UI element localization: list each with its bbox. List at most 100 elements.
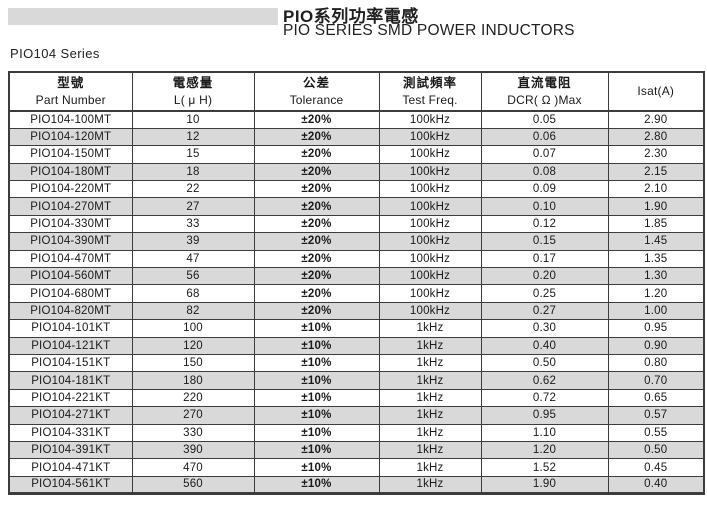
cell-dcr: 0.27 (480, 301, 609, 321)
cell-test-freq: 100kHz (378, 110, 482, 129)
cell-test-freq: 1kHz (378, 319, 482, 338)
table-row: PIO104-271KT 270 ±10% 1kHz 0.95 0.57 (8, 406, 705, 425)
cell-inductance: 100 (131, 319, 255, 338)
table-row: PIO104-220MT 22 ±20% 100kHz 0.09 2.10 (8, 180, 705, 199)
cell-tolerance: ±20% (253, 162, 380, 182)
cell-inductance: 56 (131, 267, 255, 286)
table-row: PIO104-270MT 27 ±20% 100kHz 0.10 1.90 (8, 197, 705, 216)
column-header-tolerance: 公差 Tolerance (253, 71, 380, 112)
cell-inductance: 470 (131, 458, 255, 477)
column-header-cn: 型號 (57, 75, 85, 90)
table-row: PIO104-121KT 120 ±10% 1kHz 0.40 0.90 (8, 336, 705, 355)
cell-tolerance: ±10% (253, 440, 380, 460)
table-row: PIO104-151KT 150 ±10% 1kHz 0.50 0.80 (8, 353, 705, 373)
table-row: PIO104-471KT 470 ±10% 1kHz 1.52 0.45 (8, 458, 705, 477)
cell-dcr: 1.90 (480, 475, 609, 495)
cell-isat: 1.00 (607, 301, 705, 321)
cell-test-freq: 100kHz (378, 197, 482, 216)
inductor-spec-table: 型號 Part Number 電感量 L( μ H) 公差 Tolerance … (8, 71, 705, 496)
cell-test-freq: 100kHz (378, 127, 482, 147)
table-row: PIO104-331KT 330 ±10% 1kHz 1.10 0.55 (8, 423, 705, 442)
cell-test-freq: 100kHz (378, 145, 482, 164)
cell-dcr: 0.15 (480, 232, 609, 251)
cell-inductance: 27 (131, 197, 255, 216)
column-header-en: Tolerance (289, 92, 344, 107)
cell-dcr: 0.09 (480, 180, 609, 199)
table-row: PIO104-180MT 18 ±20% 100kHz 0.08 2.15 (8, 162, 705, 182)
cell-tolerance: ±10% (253, 353, 380, 373)
cell-tolerance: ±20% (253, 127, 380, 147)
cell-dcr: 0.08 (480, 162, 609, 182)
cell-test-freq: 1kHz (378, 406, 482, 425)
cell-part-number: PIO104-820MT (8, 301, 133, 321)
cell-tolerance: ±20% (253, 301, 380, 321)
cell-dcr: 0.25 (480, 284, 609, 303)
cell-isat: 0.90 (607, 336, 705, 355)
cell-isat: 0.80 (607, 353, 705, 373)
column-header-cn: 電感量 (172, 75, 214, 90)
cell-isat: 2.80 (607, 127, 705, 147)
cell-part-number: PIO104-561KT (8, 475, 133, 495)
cell-test-freq: 1kHz (378, 458, 482, 477)
cell-inductance: 270 (131, 406, 255, 425)
column-header-inductance: 電感量 L( μ H) (131, 71, 255, 112)
column-header-part-number: 型號 Part Number (8, 71, 133, 112)
cell-tolerance: ±10% (253, 336, 380, 355)
cell-test-freq: 100kHz (378, 249, 482, 269)
table-row: PIO104-150MT 15 ±20% 100kHz 0.07 2.30 (8, 145, 705, 164)
page-title-english: PIO SERIES SMD POWER INDUCTORS (283, 22, 575, 39)
cell-tolerance: ±10% (253, 406, 380, 425)
table-row: PIO104-120MT 12 ±20% 100kHz 0.06 2.80 (8, 127, 705, 147)
cell-test-freq: 1kHz (378, 475, 482, 495)
cell-dcr: 1.20 (480, 440, 609, 460)
cell-part-number: PIO104-470MT (8, 249, 133, 269)
cell-inductance: 18 (131, 162, 255, 182)
column-header-test-freq: 測試頻率 Test Freq. (378, 71, 482, 112)
cell-dcr: 0.17 (480, 249, 609, 269)
cell-isat: 2.15 (607, 162, 705, 182)
cell-inductance: 22 (131, 180, 255, 199)
cell-inductance: 10 (131, 110, 255, 129)
cell-tolerance: ±20% (253, 284, 380, 303)
table-row: PIO104-560MT 56 ±20% 100kHz 0.20 1.30 (8, 267, 705, 286)
cell-test-freq: 100kHz (378, 267, 482, 286)
cell-tolerance: ±20% (253, 249, 380, 269)
cell-dcr: 0.50 (480, 353, 609, 373)
cell-test-freq: 1kHz (378, 336, 482, 355)
cell-inductance: 220 (131, 388, 255, 408)
cell-inductance: 47 (131, 249, 255, 269)
table-row: PIO104-101KT 100 ±10% 1kHz 0.30 0.95 (8, 319, 705, 338)
cell-part-number: PIO104-271KT (8, 406, 133, 425)
cell-inductance: 12 (131, 127, 255, 147)
cell-test-freq: 1kHz (378, 440, 482, 460)
table-row: PIO104-391KT 390 ±10% 1kHz 1.20 0.50 (8, 440, 705, 460)
cell-part-number: PIO104-331KT (8, 423, 133, 442)
cell-tolerance: ±10% (253, 423, 380, 442)
cell-inductance: 150 (131, 353, 255, 373)
column-header-dcr: 直流電阻 DCR( Ω )Max (480, 71, 609, 112)
cell-test-freq: 1kHz (378, 423, 482, 442)
table-row: PIO104-330MT 33 ±20% 100kHz 0.12 1.85 (8, 214, 705, 234)
cell-isat: 0.57 (607, 406, 705, 425)
cell-tolerance: ±20% (253, 197, 380, 216)
cell-isat: 1.85 (607, 214, 705, 234)
header-accent-bar (8, 8, 278, 25)
cell-part-number: PIO104-221KT (8, 388, 133, 408)
cell-tolerance: ±10% (253, 319, 380, 338)
cell-part-number: PIO104-680MT (8, 284, 133, 303)
cell-part-number: PIO104-391KT (8, 440, 133, 460)
column-header-en: Isat(A) (637, 84, 675, 99)
table-row: PIO104-100MT 10 ±20% 100kHz 0.05 2.90 (8, 110, 705, 129)
cell-dcr: 0.05 (480, 110, 609, 129)
cell-part-number: PIO104-270MT (8, 197, 133, 216)
cell-isat: 2.30 (607, 145, 705, 164)
cell-tolerance: ±10% (253, 475, 380, 495)
cell-part-number: PIO104-180MT (8, 162, 133, 182)
cell-inductance: 39 (131, 232, 255, 251)
cell-part-number: PIO104-471KT (8, 458, 133, 477)
cell-test-freq: 100kHz (378, 301, 482, 321)
table-header-row: 型號 Part Number 電感量 L( μ H) 公差 Tolerance … (8, 71, 705, 112)
cell-isat: 0.50 (607, 440, 705, 460)
cell-test-freq: 100kHz (378, 214, 482, 234)
cell-part-number: PIO104-100MT (8, 110, 133, 129)
